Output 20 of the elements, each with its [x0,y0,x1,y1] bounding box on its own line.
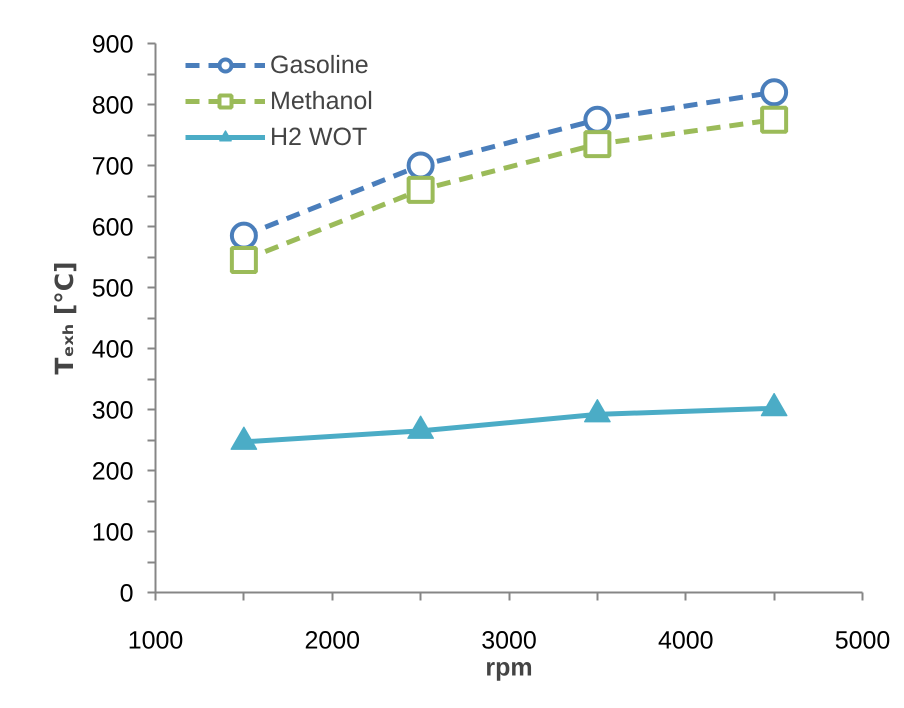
y-tick-label: 600 [92,214,134,242]
y-tick-label: 500 [92,274,134,302]
legend-label: H2 WOT [270,122,368,152]
x-tick-label: 5000 [834,626,890,654]
y-tick-label: 900 [92,30,134,58]
y-tick-label: 200 [92,458,134,486]
y-axis-title: Tₑₓₕ [°C] [50,261,79,375]
y-tick-label: 100 [92,518,134,546]
y-tick-label: 300 [92,396,134,424]
y-tick-label: 400 [92,336,134,364]
y-tick-label: 700 [92,152,134,180]
x-tick-label: 2000 [304,626,360,654]
legend-label: Gasoline [270,50,369,80]
legend-label: Methanol [270,86,373,116]
x-tick-label: 4000 [658,626,714,654]
x-axis-title: rpm [485,654,533,682]
x-tick-label: 3000 [481,626,537,654]
x-tick-label: 1000 [128,626,184,654]
y-tick-label: 800 [92,92,134,120]
y-tick-label: 0 [120,580,134,608]
